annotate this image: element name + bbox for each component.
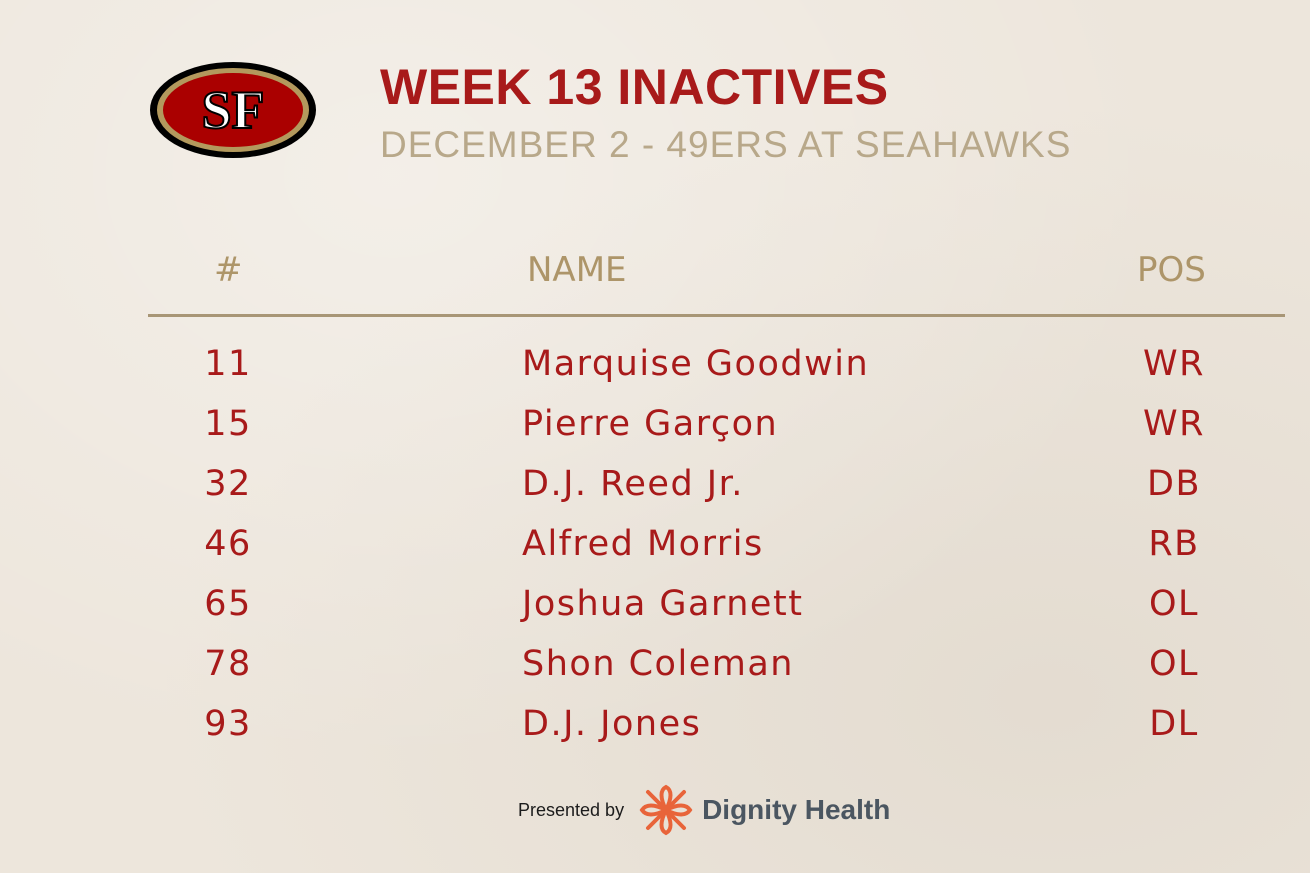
player-position: WR [1143, 344, 1205, 384]
sf-oval-logo-icon: SF [150, 62, 316, 158]
dignity-health-name: Dignity Health [702, 794, 891, 825]
dignity-health-flower-icon [639, 784, 693, 836]
player-number: 15 [204, 404, 252, 444]
column-header-name: NAME [527, 250, 627, 290]
column-header-number: # [214, 250, 243, 290]
player-number: 65 [204, 584, 252, 624]
player-number: 93 [204, 704, 252, 744]
player-name: Marquise Goodwin [522, 344, 870, 384]
sponsor-block: Presented by Dignity Health [518, 780, 890, 840]
page-title: WEEK 13 INACTIVES [380, 59, 889, 115]
column-header-pos: POS [1137, 250, 1206, 290]
player-name: Shon Coleman [522, 644, 794, 684]
player-position: DL [1149, 704, 1199, 744]
player-position: DB [1147, 464, 1201, 504]
table-row: 46 Alfred Morris RB [0, 520, 1310, 580]
presented-by-label: Presented by [518, 799, 625, 820]
table-row: 65 Joshua Garnett OL [0, 580, 1310, 640]
player-name: D.J. Reed Jr. [522, 464, 744, 504]
table-row: 93 D.J. Jones DL [0, 700, 1310, 760]
table-row: 15 Pierre Garçon WR [0, 400, 1310, 460]
inactives-list: 11 Marquise Goodwin WR 15 Pierre Garçon … [0, 340, 1310, 760]
logo-text: SF [201, 80, 264, 140]
page-subtitle: DECEMBER 2 - 49ERS AT SEAHAWKS [380, 124, 1072, 165]
player-number: 32 [204, 464, 252, 504]
table-row: 11 Marquise Goodwin WR [0, 340, 1310, 400]
player-name: Alfred Morris [522, 524, 764, 564]
49ers-logo: SF [148, 60, 318, 160]
player-position: WR [1143, 404, 1205, 444]
player-name: D.J. Jones [522, 704, 702, 744]
player-position: OL [1148, 644, 1200, 684]
table-row: 78 Shon Coleman OL [0, 640, 1310, 700]
player-name: Joshua Garnett [522, 584, 804, 624]
player-position: OL [1148, 584, 1200, 624]
player-number: 78 [204, 644, 252, 684]
player-number: 46 [204, 524, 252, 564]
player-position: RB [1148, 524, 1200, 564]
player-name: Pierre Garçon [522, 404, 779, 444]
player-number: 11 [204, 344, 252, 384]
header-divider [148, 314, 1285, 317]
table-row: 32 D.J. Reed Jr. DB [0, 460, 1310, 520]
